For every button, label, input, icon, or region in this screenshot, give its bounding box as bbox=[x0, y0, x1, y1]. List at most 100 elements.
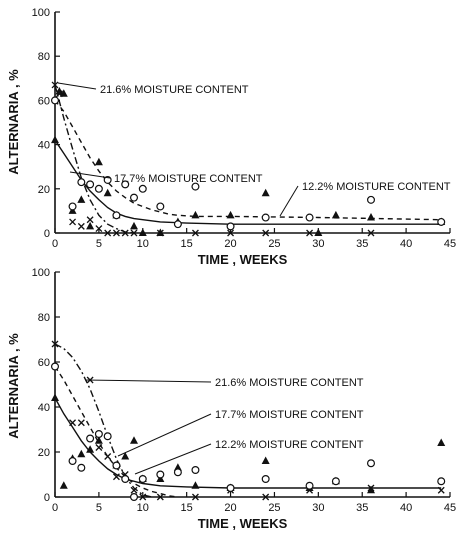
x-data-point bbox=[227, 229, 235, 237]
x-data-point bbox=[130, 229, 138, 237]
circle-data-point bbox=[86, 434, 95, 443]
x-tick-label: 35 bbox=[356, 238, 368, 250]
triangle-data-point bbox=[94, 157, 103, 166]
triangle-data-point bbox=[191, 210, 200, 219]
x-tick-label: 30 bbox=[312, 238, 324, 250]
annotation-label: 12.2% MOISTURE CONTENT bbox=[302, 181, 451, 193]
annotation-label: 21.6% MOISTURE CONTENT bbox=[215, 377, 364, 389]
triangle-data-point bbox=[94, 436, 103, 444]
x-series-curve bbox=[54, 84, 135, 234]
circle-data-point bbox=[77, 463, 86, 472]
y-tick-label: 20 bbox=[38, 447, 50, 459]
circle-data-point bbox=[261, 475, 270, 484]
triangle-data-point bbox=[437, 438, 446, 446]
circle-data-point bbox=[50, 96, 59, 105]
x-data-point bbox=[262, 229, 270, 237]
circle-data-point bbox=[331, 477, 340, 486]
y-tick-label: 100 bbox=[32, 267, 50, 279]
circle-data-point bbox=[121, 475, 130, 484]
x-tick-label: 0 bbox=[52, 238, 58, 250]
x-data-point bbox=[95, 225, 103, 233]
x-data-point bbox=[191, 229, 199, 237]
circle-data-point bbox=[68, 457, 77, 466]
circle-data-point bbox=[138, 184, 147, 193]
x-tick-label: 45 bbox=[444, 502, 456, 514]
x-data-point bbox=[95, 444, 103, 451]
x-tick-label: 25 bbox=[268, 502, 280, 514]
x-tick-label: 15 bbox=[181, 238, 193, 250]
x-tick-label: 30 bbox=[312, 502, 324, 514]
x-tick-label: 10 bbox=[137, 502, 149, 514]
circle-data-point bbox=[77, 178, 86, 187]
circle-data-point bbox=[437, 217, 446, 226]
annotation-leader-line bbox=[84, 379, 212, 383]
x-tick-label: 40 bbox=[400, 502, 412, 514]
y-tick-label: 40 bbox=[38, 402, 50, 414]
x-tick-label: 0 bbox=[52, 502, 58, 514]
x-tick-label: 5 bbox=[96, 502, 102, 514]
x-tick-label: 10 bbox=[137, 238, 149, 250]
y-tick-label: 0 bbox=[44, 228, 50, 240]
triangle-data-point bbox=[130, 436, 138, 444]
annotation-label: 21.6% MOISTURE CONTENT bbox=[100, 84, 249, 96]
circle-data-point bbox=[305, 481, 314, 490]
circle-data-point bbox=[130, 193, 139, 202]
circle-data-point bbox=[94, 430, 103, 439]
triangle-data-point bbox=[261, 188, 270, 197]
circle-data-point bbox=[261, 213, 270, 222]
y-tick-label: 60 bbox=[38, 357, 50, 369]
x-tick-label: 5 bbox=[96, 238, 102, 250]
x-tick-label: 45 bbox=[444, 238, 456, 250]
circle-data-point bbox=[68, 202, 77, 211]
annotation-leader-line bbox=[279, 185, 299, 217]
y-tick-label: 0 bbox=[44, 492, 50, 504]
x-tick-label: 35 bbox=[356, 502, 368, 514]
x-data-point bbox=[86, 216, 94, 224]
circle-data-point bbox=[226, 484, 235, 493]
x-tick-label: 15 bbox=[181, 502, 193, 514]
x-data-point bbox=[262, 493, 270, 501]
circle-data-point bbox=[103, 432, 112, 441]
y-axis-label: ALTERNARIA , % bbox=[6, 333, 21, 439]
circle-data-point bbox=[367, 459, 376, 468]
x-tick-label: 40 bbox=[400, 238, 412, 250]
circle-data-point bbox=[138, 475, 147, 484]
annotation-leader-line bbox=[57, 82, 97, 90]
x-data-point bbox=[69, 218, 77, 226]
triangle-data-point bbox=[191, 481, 200, 489]
circle-data-point bbox=[226, 222, 235, 231]
triangle-data-point bbox=[156, 228, 165, 236]
circle-data-point bbox=[112, 461, 121, 470]
circle-data-point bbox=[191, 466, 200, 475]
annotation-label: 17.7% MOISTURE CONTENT bbox=[114, 173, 263, 185]
x-axis-label: TIME , WEEKS bbox=[198, 252, 288, 267]
circle-data-point bbox=[156, 202, 165, 211]
x-data-point bbox=[77, 222, 85, 230]
triangle-data-point bbox=[59, 89, 68, 97]
triangle-data-point bbox=[138, 228, 147, 236]
x-data-point bbox=[112, 229, 120, 237]
triangle-data-point bbox=[103, 188, 112, 197]
triangle-data-point bbox=[261, 456, 270, 464]
y-tick-label: 40 bbox=[38, 140, 50, 152]
triangle-data-point bbox=[367, 213, 375, 221]
circle-data-point bbox=[156, 470, 165, 479]
circle-data-point bbox=[173, 220, 182, 229]
circle-data-point bbox=[305, 213, 314, 222]
circle-series-curve bbox=[54, 99, 442, 221]
annotation-label: 12.2% MOISTURE CONTENT bbox=[215, 439, 364, 451]
circle-data-point bbox=[50, 362, 59, 371]
circle-data-point bbox=[130, 493, 139, 502]
x-data-point bbox=[51, 340, 59, 348]
annotation-label: 17.7% MOISTURE CONTENT bbox=[215, 409, 364, 421]
y-axis-label: ALTERNARIA , % bbox=[6, 69, 21, 175]
triangle-data-point bbox=[77, 195, 86, 203]
triangle-data-point bbox=[331, 210, 340, 219]
x-tick-label: 20 bbox=[224, 238, 236, 250]
triangle-series-curve bbox=[54, 397, 442, 489]
triangle-data-point bbox=[55, 87, 64, 95]
x-axis-label: TIME , WEEKS bbox=[198, 516, 288, 531]
x-data-point bbox=[104, 229, 112, 237]
x-data-point bbox=[51, 81, 59, 89]
triangle-data-point bbox=[77, 449, 86, 458]
